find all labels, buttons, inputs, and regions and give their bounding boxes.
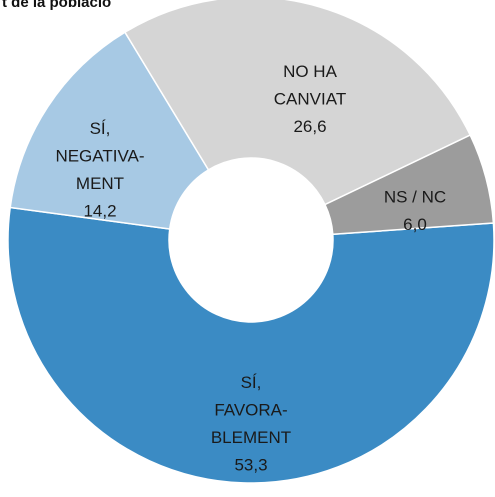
value-label: 14,2 xyxy=(83,202,116,221)
slice-label: CANVIAT xyxy=(274,89,346,108)
donut-slice xyxy=(9,31,210,230)
value-label: 53,3 xyxy=(234,456,267,475)
donut-slice xyxy=(7,206,495,484)
slice-label: NS / NC xyxy=(384,188,446,207)
slice-label: FAVORA- xyxy=(214,401,287,420)
slice-label: SÍ, xyxy=(90,119,111,138)
slice-label: MENT xyxy=(76,174,124,193)
value-label: 6,0 xyxy=(403,215,427,234)
slice-label: BLEMENT xyxy=(211,428,291,447)
donut-slice xyxy=(323,134,495,236)
slice-label: NEGATIVA- xyxy=(55,147,144,166)
slice-label: SÍ, xyxy=(241,373,262,392)
slice-label: NO HA xyxy=(283,62,338,81)
chart-title: t de la poblacio xyxy=(2,0,111,11)
value-label: 26,6 xyxy=(293,117,326,136)
donut-slice xyxy=(123,0,472,206)
